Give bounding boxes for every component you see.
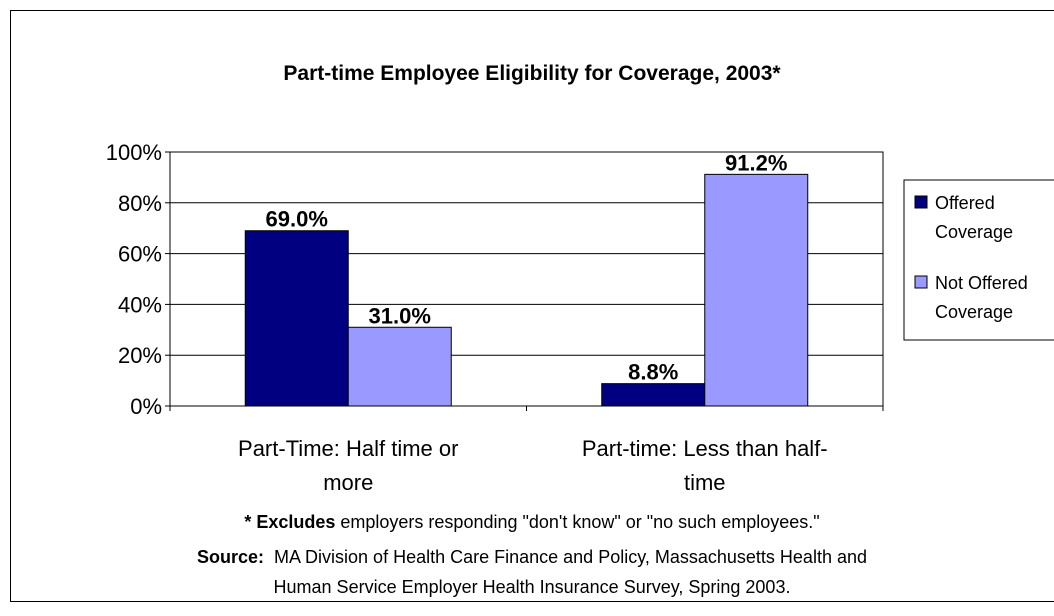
source-line-2: Human Service Employer Health Insurance …	[273, 577, 791, 597]
bar	[704, 173, 809, 407]
source-line-1: Source: MA Division of Health Care Finan…	[0, 542, 1054, 572]
source-label: Source:	[197, 547, 265, 567]
footnote-text: employers responding "don't know" or "no…	[335, 512, 820, 532]
y-tick-label: 0%	[130, 394, 162, 419]
y-tick-label: 60%	[118, 242, 162, 267]
labels: 69.0% 31.0% Part-Time: Half time or more 8.8…	[238, 150, 828, 495]
category-label: more	[323, 470, 373, 495]
data-label: 8.8%	[628, 360, 678, 385]
legend-label: Coverage	[935, 302, 1013, 322]
chart-border	[10, 10, 1054, 602]
legend-label: Offered	[935, 193, 995, 213]
source-note: Source: MA Division of Health Care Finan…	[0, 542, 1054, 602]
axes: 0% 20% 40% 60% 80% 100%	[106, 140, 884, 419]
legend: Offered Coverage Not Offered Coverage	[903, 179, 1054, 341]
y-tick-label: 100%	[106, 140, 162, 165]
chart-title: Part-time Employee Eligibility for Cover…	[283, 62, 781, 85]
y-tick-label: 20%	[118, 343, 162, 368]
data-label: 69.0%	[266, 207, 328, 232]
legend-label: Not Offered	[935, 273, 1028, 293]
y-tick-label: 40%	[118, 292, 162, 317]
data-label: 31.0%	[369, 303, 431, 328]
category-label: Part-time: Less than half-	[582, 436, 828, 461]
y-tick-label: 80%	[118, 191, 162, 216]
category-label: time	[684, 470, 726, 495]
bar	[347, 326, 452, 407]
legend-swatch	[914, 195, 928, 209]
bar	[244, 230, 349, 407]
bars	[244, 173, 809, 407]
legend-label: Coverage	[935, 222, 1013, 242]
footnote: * Excludes employers responding "don't k…	[0, 512, 1054, 533]
category-label: Part-Time: Half time or	[238, 436, 458, 461]
source-text-1: MA Division of Health Care Finance and P…	[264, 547, 867, 567]
legend-swatch	[914, 275, 928, 289]
footnote-bold: * Excludes	[244, 512, 336, 532]
data-label: 91.2%	[725, 150, 787, 175]
legend-box	[903, 179, 1054, 341]
bar	[601, 383, 706, 407]
